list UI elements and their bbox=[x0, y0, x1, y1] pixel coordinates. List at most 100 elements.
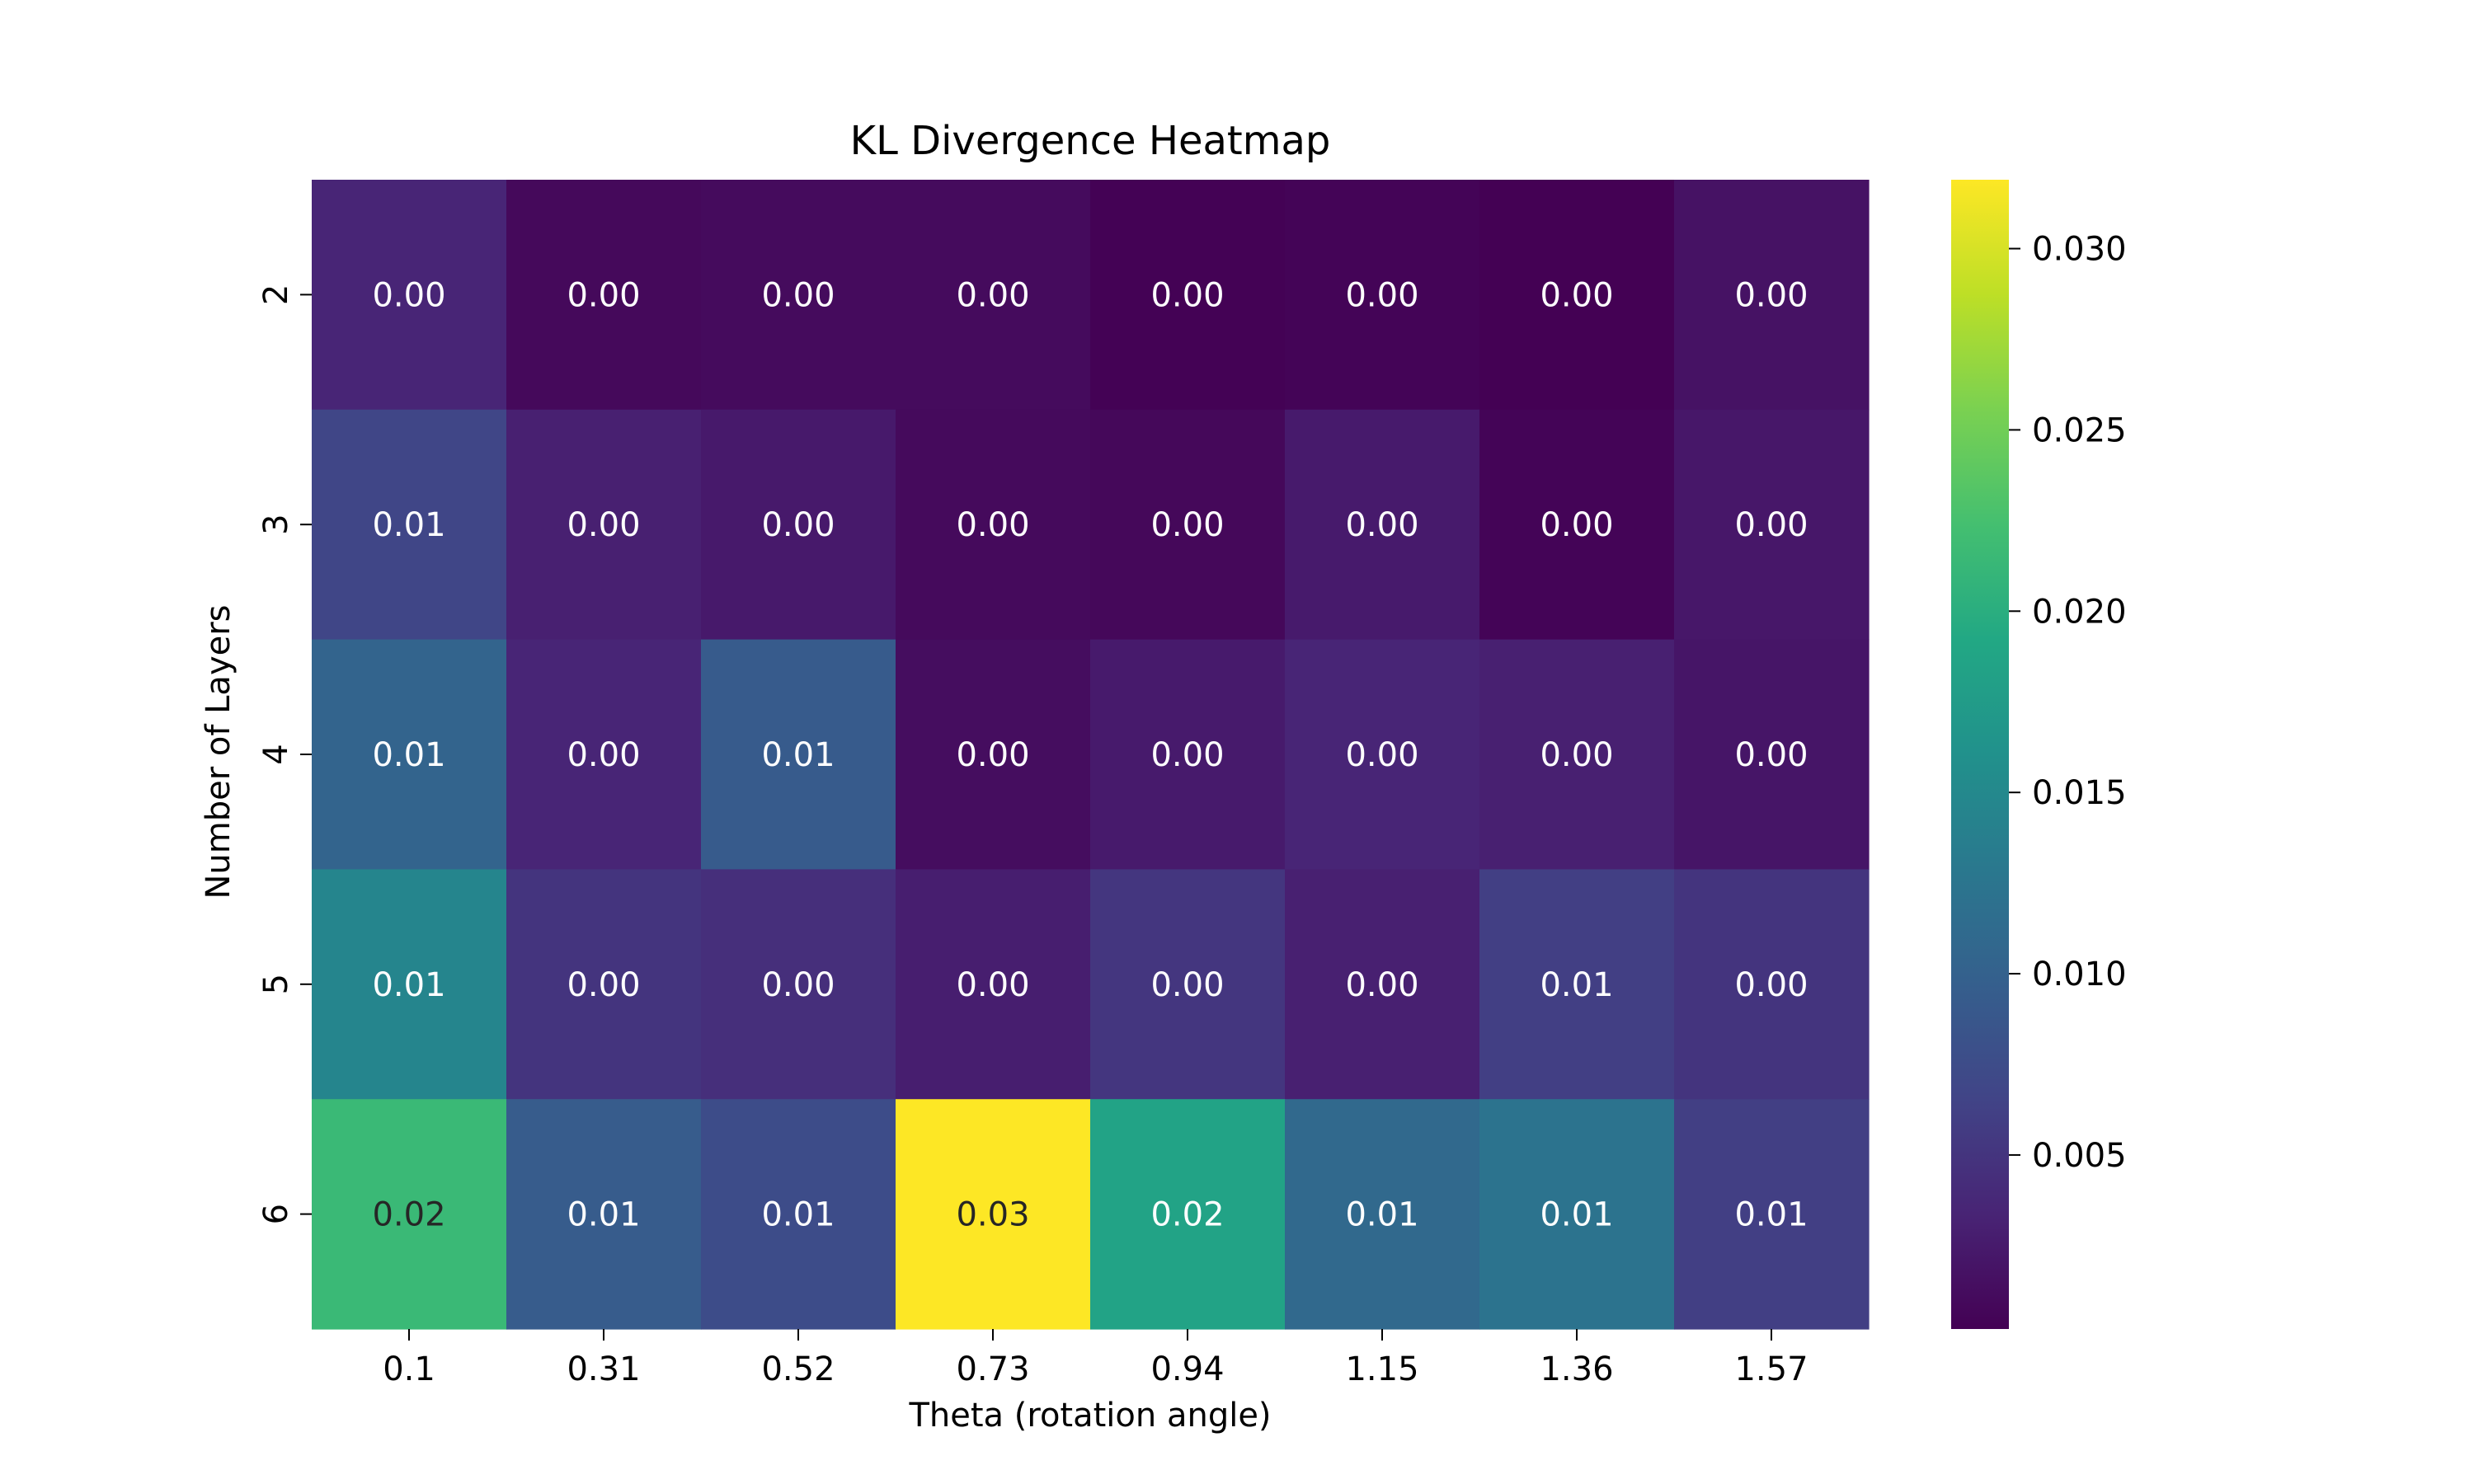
cell-value-label: 0.00 bbox=[567, 276, 640, 314]
cell-value-label: 0.00 bbox=[761, 506, 835, 544]
y-axis-label: Number of Layers bbox=[200, 604, 238, 899]
colorbar-ticks: 0.005 0.010 0.015 0.020 0.025 0.030 bbox=[2009, 231, 2127, 1175]
heatmap-cell bbox=[1090, 409, 1286, 641]
x-tick-label: 0.94 bbox=[1150, 1350, 1224, 1388]
cell-value-label: 0.00 bbox=[1734, 276, 1808, 314]
cell-value-label: 0.00 bbox=[567, 506, 640, 544]
heatmap-cell bbox=[1674, 180, 1870, 411]
cell-value-label: 0.00 bbox=[1150, 966, 1224, 1004]
heatmap-cell bbox=[312, 869, 507, 1100]
cell-value-label: 0.01 bbox=[567, 1196, 640, 1234]
heatmap-cell bbox=[896, 1099, 1091, 1330]
x-tick-label: 1.36 bbox=[1540, 1350, 1613, 1388]
x-tick-label: 0.52 bbox=[761, 1350, 835, 1388]
heatmap-cell bbox=[312, 639, 507, 870]
cell-value-label: 0.02 bbox=[372, 1196, 445, 1234]
heatmap-cell bbox=[1674, 869, 1870, 1100]
cell-value-label: 0.00 bbox=[1345, 966, 1418, 1004]
cell-value-label: 0.00 bbox=[567, 736, 640, 774]
x-tick-label: 1.57 bbox=[1734, 1350, 1808, 1388]
heatmap-cell bbox=[1285, 639, 1480, 870]
heatmap-cell bbox=[506, 639, 702, 870]
cell-value-label: 0.03 bbox=[956, 1196, 1029, 1234]
heatmap-cell bbox=[1285, 869, 1480, 1100]
y-tick-label: 2 bbox=[257, 284, 295, 305]
cell-value-label: 0.00 bbox=[1734, 966, 1808, 1004]
heatmap-cell bbox=[506, 869, 702, 1100]
colorbar-tick-label: 0.010 bbox=[2032, 956, 2127, 993]
x-tick-label: 0.1 bbox=[383, 1350, 435, 1388]
heatmap-cell bbox=[896, 409, 1091, 641]
cell-value-label: 0.01 bbox=[761, 736, 835, 774]
heatmap-cell bbox=[506, 180, 702, 411]
heatmap-cell bbox=[1674, 639, 1870, 870]
cell-value-label: 0.01 bbox=[372, 966, 445, 1004]
cell-value-label: 0.00 bbox=[1345, 276, 1418, 314]
heatmap-cell-labels: 0.00 0.00 0.00 0.00 0.00 0.00 0.00 0.00 0.01 0.00… bbox=[372, 276, 1808, 1233]
cell-value-label: 0.00 bbox=[1734, 736, 1808, 774]
cell-value-label: 0.00 bbox=[372, 276, 445, 314]
heatmap-cell bbox=[312, 1099, 507, 1330]
heatmap-cells bbox=[312, 180, 1870, 1330]
cell-value-label: 0.01 bbox=[761, 1196, 835, 1234]
cell-value-label: 0.01 bbox=[1540, 966, 1613, 1004]
heatmap-cell bbox=[701, 180, 896, 411]
colorbar-tick-label: 0.030 bbox=[2032, 231, 2127, 269]
heatmap-cell bbox=[1479, 409, 1675, 641]
cell-value-label: 0.01 bbox=[1734, 1196, 1808, 1234]
y-tick-label: 6 bbox=[257, 1204, 295, 1224]
heatmap-cell bbox=[312, 180, 507, 411]
cell-value-label: 0.00 bbox=[956, 276, 1029, 314]
cell-value-label: 0.01 bbox=[1345, 1196, 1418, 1234]
x-tick-label: 0.73 bbox=[956, 1350, 1029, 1388]
y-tick-label: 5 bbox=[257, 974, 295, 994]
heatmap-cell bbox=[1285, 409, 1480, 641]
cell-value-label: 0.01 bbox=[372, 506, 445, 544]
cell-value-label: 0.00 bbox=[761, 276, 835, 314]
cell-value-label: 0.00 bbox=[1150, 736, 1224, 774]
heatmap-cell bbox=[312, 409, 507, 641]
heatmap-cell bbox=[896, 869, 1091, 1100]
cell-value-label: 0.00 bbox=[567, 966, 640, 1004]
cell-value-label: 0.00 bbox=[956, 966, 1029, 1004]
heatmap-cell bbox=[701, 869, 896, 1100]
heatmap-cell bbox=[1479, 1099, 1675, 1330]
colorbar-tick-label: 0.020 bbox=[2032, 593, 2127, 631]
cell-value-label: 0.00 bbox=[761, 966, 835, 1004]
heatmap-cell bbox=[1285, 1099, 1480, 1330]
y-tick-label: 4 bbox=[257, 744, 295, 764]
x-axis-label: Theta (rotation angle) bbox=[908, 1397, 1271, 1435]
cell-value-label: 0.00 bbox=[956, 506, 1029, 544]
cell-value-label: 0.02 bbox=[1150, 1196, 1224, 1234]
heatmap-cell bbox=[1479, 869, 1675, 1100]
heatmap-cell bbox=[1479, 639, 1675, 870]
x-axis-ticks: 0.1 0.31 0.52 0.73 0.94 1.15 1.36 1.57 bbox=[383, 1329, 1808, 1388]
heatmap-cell bbox=[1674, 1099, 1870, 1330]
cell-value-label: 0.00 bbox=[1150, 506, 1224, 544]
cell-value-label: 0.01 bbox=[372, 736, 445, 774]
heatmap-cell bbox=[1674, 409, 1870, 641]
heatmap-cell bbox=[506, 1099, 702, 1330]
cell-value-label: 0.01 bbox=[1540, 1196, 1613, 1234]
cell-value-label: 0.00 bbox=[956, 736, 1029, 774]
heatmap-cell bbox=[701, 409, 896, 641]
cell-value-label: 0.00 bbox=[1150, 276, 1224, 314]
heatmap-cell bbox=[1285, 180, 1480, 411]
y-tick-label: 3 bbox=[257, 514, 295, 534]
heatmap-cell bbox=[896, 180, 1091, 411]
chart-title: KL Divergence Heatmap bbox=[850, 118, 1331, 164]
colorbar-tick-label: 0.015 bbox=[2032, 774, 2127, 812]
cell-value-label: 0.00 bbox=[1540, 736, 1613, 774]
heatmap-cell bbox=[701, 1099, 896, 1330]
x-tick-label: 0.31 bbox=[567, 1350, 640, 1388]
cell-value-label: 0.00 bbox=[1540, 276, 1613, 314]
heatmap-cell bbox=[506, 409, 702, 641]
colorbar-tick-label: 0.005 bbox=[2032, 1137, 2127, 1175]
heatmap-cell bbox=[1090, 180, 1286, 411]
cell-value-label: 0.00 bbox=[1345, 506, 1418, 544]
colorbar-tick-label: 0.025 bbox=[2032, 411, 2127, 449]
heatmap-cell bbox=[896, 639, 1091, 870]
heatmap-cell bbox=[1090, 869, 1286, 1100]
x-tick-label: 1.15 bbox=[1345, 1350, 1418, 1388]
